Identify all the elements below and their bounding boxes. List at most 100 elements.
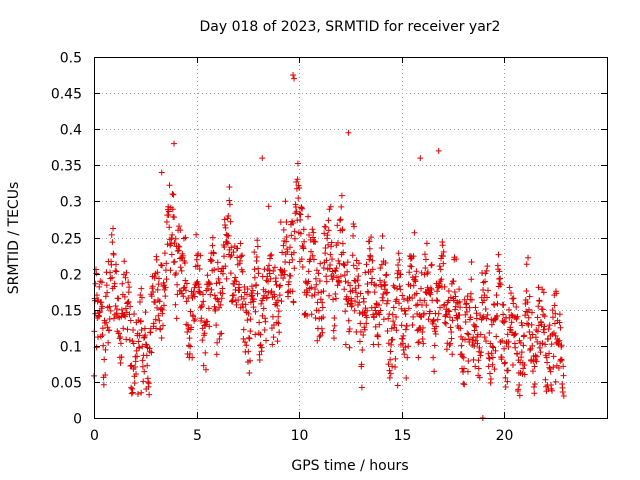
data-point [336, 279, 343, 286]
data-point [493, 292, 500, 299]
data-point [420, 310, 427, 317]
data-point [421, 297, 428, 304]
data-point [510, 300, 517, 307]
data-point [177, 255, 184, 262]
data-point [319, 304, 326, 311]
data-point [390, 318, 397, 325]
data-point [225, 232, 232, 239]
data-point [560, 392, 567, 399]
data-point [323, 273, 330, 280]
data-point [520, 365, 527, 372]
data-point [162, 284, 169, 291]
data-point [157, 326, 164, 333]
data-point [488, 321, 495, 328]
data-point [256, 351, 263, 358]
y-tick-label: 0.5 [60, 51, 82, 67]
data-point [426, 308, 433, 315]
data-point [413, 290, 420, 297]
data-point [345, 129, 352, 136]
data-point [112, 267, 119, 274]
data-point [312, 275, 319, 282]
data-point [148, 293, 155, 300]
data-point [406, 269, 413, 276]
data-point [440, 248, 447, 255]
data-point [527, 335, 534, 342]
data-point [382, 281, 389, 288]
data-point [138, 389, 145, 396]
data-point [505, 338, 512, 345]
data-point [431, 342, 438, 349]
data-point [221, 253, 228, 260]
data-point [531, 380, 538, 387]
data-point [281, 271, 288, 278]
data-point [529, 331, 536, 338]
data-point [440, 253, 447, 260]
data-point [240, 335, 247, 342]
data-point [499, 337, 506, 344]
data-point [347, 282, 354, 289]
data-point [463, 300, 470, 307]
data-point [216, 336, 223, 343]
data-point [276, 329, 283, 336]
data-point [266, 270, 273, 277]
data-point [154, 286, 161, 293]
data-point [557, 324, 564, 331]
data-point [335, 257, 342, 264]
data-point [501, 345, 508, 352]
data-point [502, 359, 509, 366]
data-point [219, 285, 226, 292]
data-point [143, 341, 150, 348]
data-point [486, 329, 493, 336]
data-point [346, 326, 353, 333]
data-point [205, 305, 212, 312]
data-point [402, 311, 409, 318]
data-point [102, 372, 109, 379]
data-point [139, 357, 146, 364]
data-point [135, 338, 142, 345]
data-point [550, 364, 557, 371]
data-point [211, 292, 218, 299]
data-point [364, 280, 371, 287]
data-point [448, 335, 455, 342]
data-point [355, 260, 362, 267]
data-point [504, 331, 511, 338]
data-point [197, 252, 204, 259]
data-point [213, 351, 220, 358]
data-point [149, 283, 156, 290]
data-point [178, 287, 185, 294]
data-point [233, 301, 240, 308]
data-point [451, 289, 458, 296]
data-point [254, 243, 261, 250]
data-point [156, 317, 163, 324]
data-point [339, 240, 346, 247]
data-point [99, 325, 106, 332]
data-point [438, 276, 445, 283]
data-point [309, 292, 316, 299]
data-point [484, 287, 491, 294]
data-point [158, 335, 165, 342]
data-point [384, 289, 391, 296]
data-point [105, 339, 112, 346]
data-point [245, 348, 252, 355]
data-point [325, 217, 332, 224]
data-point [396, 256, 403, 263]
data-point [291, 75, 298, 82]
data-point [422, 256, 429, 263]
data-point [524, 299, 531, 306]
data-point [383, 300, 390, 307]
data-point [366, 256, 373, 263]
data-point [247, 328, 254, 335]
data-point [546, 322, 553, 329]
data-point [268, 251, 275, 258]
data-point [330, 272, 337, 279]
data-point [170, 191, 177, 198]
data-point [465, 357, 472, 364]
data-point [163, 260, 170, 267]
data-point [111, 315, 118, 322]
data-point [428, 262, 435, 269]
data-point [350, 220, 357, 227]
data-point [419, 324, 426, 331]
data-point [327, 261, 334, 268]
data-point [369, 266, 376, 273]
data-point [482, 270, 489, 277]
